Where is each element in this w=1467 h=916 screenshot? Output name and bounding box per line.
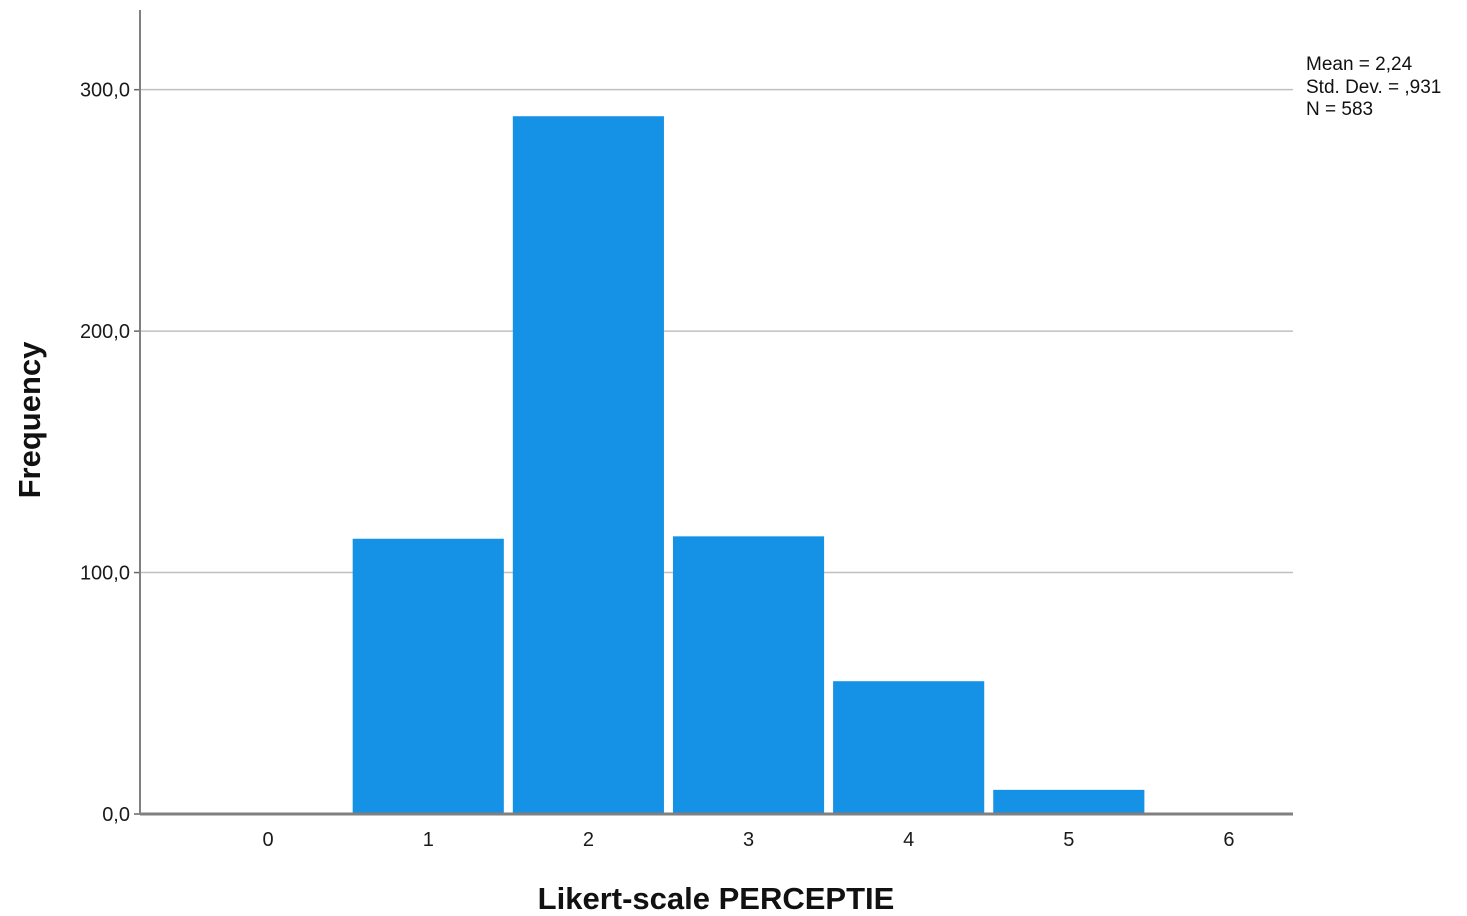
stats-n: N = 583 — [1306, 99, 1373, 120]
y-tick-label-3: 300,0 — [80, 80, 130, 102]
bar-2 — [512, 116, 664, 814]
x-tick-label-5: 5 — [1063, 829, 1074, 851]
bar-4 — [833, 681, 985, 814]
bar-3 — [672, 536, 825, 814]
x-tick-label-4: 4 — [903, 829, 914, 851]
tick-labels: 0,0 100,0 200,0 300,0 0 1 2 3 4 5 6 — [80, 80, 1235, 851]
x-tick-label-2: 2 — [583, 829, 594, 851]
bars — [352, 116, 1145, 814]
stats-mean: Mean = 2,24 — [1306, 54, 1413, 75]
y-tick-label-1: 100,0 — [80, 563, 130, 585]
axes — [134, 10, 1293, 816]
y-axis-label: Frequency — [12, 341, 47, 499]
gridlines — [140, 88, 1293, 574]
x-tick-label-3: 3 — [743, 829, 754, 851]
y-tick-label-0: 0,0 — [102, 804, 130, 826]
y-tick-label-2: 200,0 — [80, 321, 130, 343]
x-tick-label-6: 6 — [1223, 829, 1234, 851]
x-tick-label-1: 1 — [423, 829, 434, 851]
stats-box: Mean = 2,24 Std. Dev. = ,931 N = 583 — [1306, 54, 1441, 120]
x-axis-label: Likert-scale PERCEPTIE — [538, 881, 895, 916]
stats-std-dev: Std. Dev. = ,931 — [1306, 77, 1441, 98]
x-tick-label-0: 0 — [263, 829, 274, 851]
bar-5 — [993, 789, 1145, 814]
bar-1 — [352, 538, 504, 814]
